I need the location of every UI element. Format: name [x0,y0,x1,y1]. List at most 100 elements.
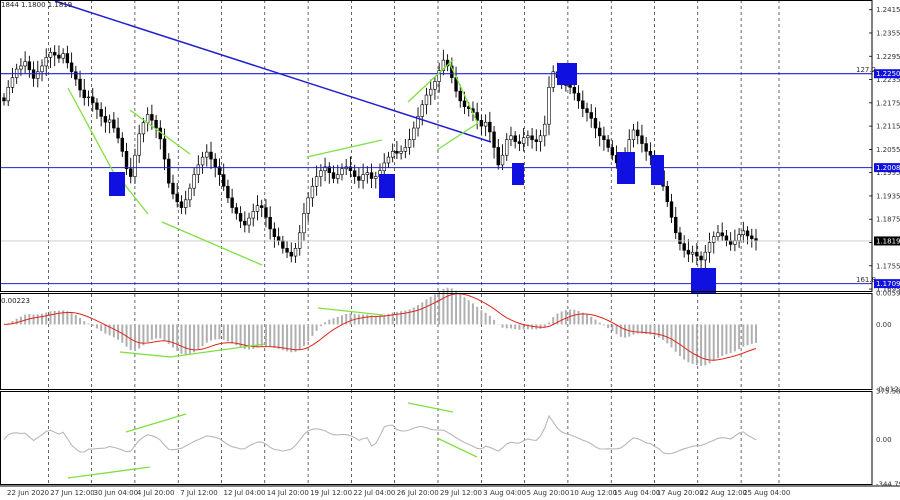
cci-divergence-line [436,437,478,458]
candle-body [175,193,179,203]
candle-body [323,166,327,172]
candle-body [302,213,306,234]
candle-body [526,135,530,139]
time-tick-label: 15 Aug 04:00 [613,489,660,497]
candle-body [369,172,374,179]
candle-body [534,139,539,142]
candle-body [631,129,636,140]
candle-body [209,151,213,160]
candle-body [543,123,547,137]
candle-body [750,235,754,239]
divergence-line [436,122,479,151]
candle-body [674,216,678,234]
candle-body [395,151,399,154]
candle-body [2,97,6,102]
candle-body [581,100,585,109]
candle-body [213,158,217,168]
level-touch-box [617,152,635,184]
candle-body [260,205,264,208]
candle-body [162,138,167,160]
candle-body [95,102,99,110]
candle-body [602,135,606,140]
candle-body [361,174,365,181]
candle-body [319,170,323,177]
candle-body [65,53,70,64]
candle-body [686,249,691,255]
time-tick-label: 25 Aug 04:00 [743,489,790,497]
candle-body [475,112,479,121]
candle-body [712,236,716,243]
macd-tick-label: -0.01212 [876,386,900,394]
price-level-tag [874,163,900,173]
candle-body [44,57,48,67]
candle-body [69,62,74,73]
candle-body [272,228,277,237]
candle-body [441,59,446,71]
candle-body [707,242,712,253]
cci-tick-label: 375.5808 [876,388,900,396]
candle-body [483,121,488,127]
candle-body [268,216,272,230]
candle-body [61,53,65,59]
candle-body [399,151,403,154]
candle-body [716,232,720,237]
price-pane: 127.2 161.8 [0,0,876,294]
candle-body [86,96,91,99]
candle-body [403,147,408,152]
candle-body [699,255,703,261]
candle-body [247,217,251,226]
candle-body [314,176,319,187]
candle-body [230,197,234,208]
candle-body [576,92,581,102]
candle-body [741,230,746,236]
candle-body [488,121,492,133]
candle-body [428,88,433,96]
candle-body [74,71,78,80]
candle-body [412,127,416,140]
candle-body [420,104,424,117]
candle-body [538,135,543,142]
candle-body [171,182,175,195]
price-tick-label: 1.1695 [876,286,900,294]
candle-body [36,71,40,79]
cci-pane [3,402,757,479]
candle-body [340,168,344,175]
time-tick-label: 19 Jul 12:00 [310,489,352,497]
divergence-line [129,109,191,155]
candle-body [179,201,184,208]
candle-body [23,61,27,67]
candle-body [19,65,23,70]
candle-body [99,109,103,117]
candle-body [593,118,598,129]
candle-body [551,71,555,88]
time-tick-label: 29 Jul 12:00 [440,489,482,497]
candle-body [695,251,699,257]
candle-body [737,234,741,241]
candle-body [217,166,222,175]
candle-body [517,141,522,144]
cci-tick-label: 0.00 [876,436,892,444]
candle-body [357,176,361,181]
price-tick-label: 1.2055 [876,146,900,154]
candle-body [281,240,285,249]
price-tick-label: 1.1935 [876,192,900,200]
candle-body [133,154,137,177]
divergence-line [407,59,454,103]
candle-body [678,232,682,244]
candle-body [433,81,437,90]
candle-body [336,174,340,179]
pane-frame [0,293,873,390]
candle-body [589,112,593,119]
candle-body [255,205,260,212]
candle-body [669,201,674,218]
cci-divergence-line [125,413,187,433]
divergence-line [161,221,263,266]
candle-body [145,114,150,123]
candle-body [509,135,513,140]
candle-body [40,65,44,73]
macd-tick-label: 0.0059 [876,290,900,298]
candle-body [479,119,484,127]
candle-body [124,151,129,170]
time-tick-label: 26 Jul 20:00 [397,489,439,497]
candle-body [78,78,82,91]
